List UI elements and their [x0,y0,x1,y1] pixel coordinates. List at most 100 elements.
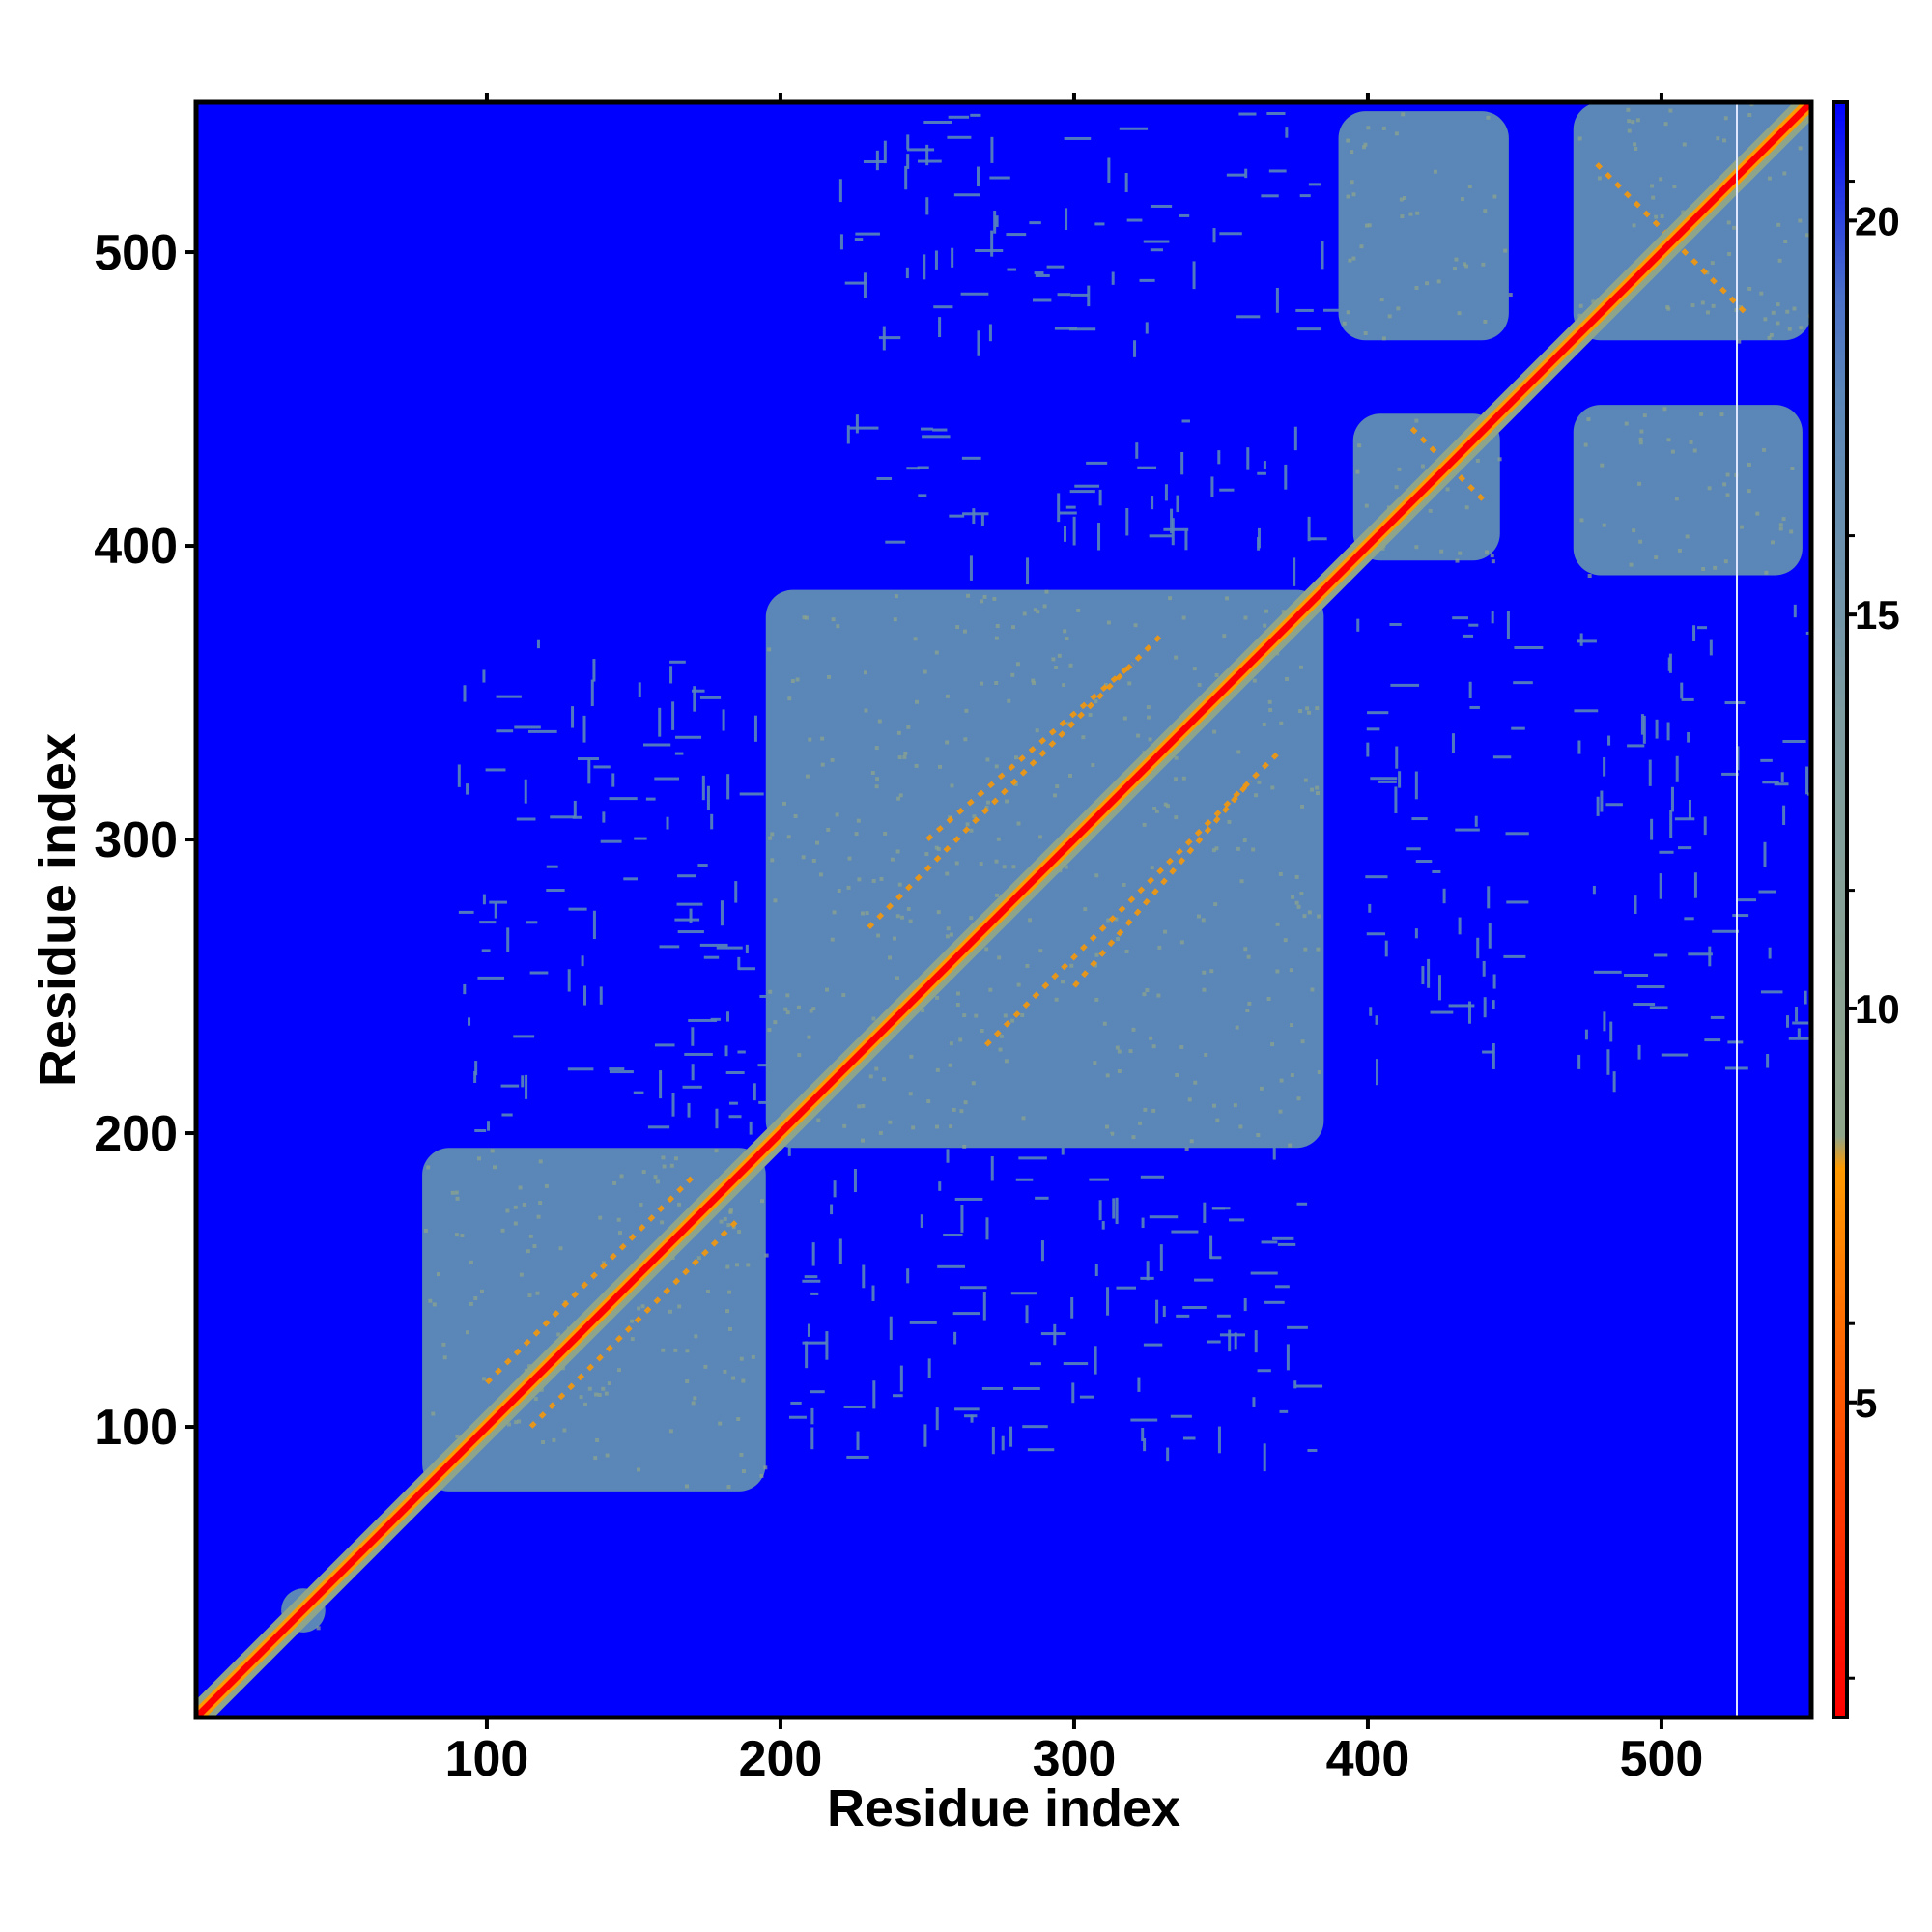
region-speckle [1771,310,1776,315]
region-speckle [1722,138,1727,143]
region-speckle [1755,511,1760,516]
region-speckle [1278,1109,1283,1114]
region-streak [1609,1021,1613,1042]
region-streak [1180,451,1184,475]
region-speckle [1364,503,1369,508]
region-speckle [1021,1116,1026,1121]
region-streak [693,686,696,712]
region-streak [1101,1221,1105,1230]
region-streak [1229,1218,1245,1222]
region-speckle [1627,119,1632,124]
region-speckle [830,757,835,762]
region-speckle [723,1369,727,1374]
region-speckle [316,1626,321,1631]
region-speckle [1716,136,1720,141]
region-streak [1788,1037,1811,1040]
region-streak [1670,786,1674,812]
region-streak [1149,534,1173,538]
region-speckle [1081,735,1086,740]
region-speckle [1579,518,1584,523]
region-speckle [1627,128,1632,133]
region-speckle [1674,497,1679,501]
region-speckle [1299,892,1304,896]
region-speckle [1094,952,1099,957]
region-streak [1762,781,1779,784]
region-speckle [793,813,798,818]
region-speckle [714,1149,719,1153]
region-speckle [1214,672,1219,677]
region-streak [1376,1059,1379,1086]
region-streak [590,679,594,707]
region-streak [1634,895,1637,915]
region-speckle [1350,150,1354,155]
region-speckle [737,1230,742,1235]
region-speckle [1028,918,1033,923]
region-speckle [988,987,993,992]
region-speckle [703,1364,708,1369]
region-streak [753,715,757,742]
region-streak [1296,1202,1308,1206]
region-streak [1106,1287,1110,1316]
region-streak [1365,875,1388,879]
region-speckle [955,991,960,996]
region-speckle [1294,874,1299,879]
region-speckle [962,629,967,634]
region-streak [1758,890,1776,894]
region-streak [726,774,730,800]
region-streak [1287,1325,1308,1329]
region-streak [710,813,714,830]
region-speckle [962,1013,967,1018]
region-streak [1584,1029,1588,1040]
region-speckle [864,670,868,675]
region-streak [643,743,671,747]
region-streak [972,508,976,525]
region-speckle [980,681,984,686]
region-speckle [1214,846,1219,851]
region-streak [1366,727,1380,731]
region-speckle [1015,662,1020,667]
region-speckle [1168,596,1173,601]
region-speckle [948,1063,952,1067]
region-speckle [423,1228,428,1233]
region-streak [536,639,540,649]
region-streak [1607,735,1611,746]
region-streak [933,305,953,309]
region-speckle [785,993,790,998]
region-streak [863,272,867,298]
region-speckle [1044,589,1049,594]
region-streak [468,1017,471,1026]
y-tick-label: 100 [94,1400,178,1456]
region-streak [489,900,507,904]
region-speckle [455,1196,460,1201]
region-streak [716,946,743,950]
region-speckle [770,832,775,837]
region-speckle [998,1047,1003,1052]
region-speckle [1193,1080,1198,1085]
region-speckle [1212,729,1217,734]
region-streak [1414,928,1418,939]
region-streak [1606,1049,1610,1075]
region-speckle [1142,992,1147,997]
region-speckle [640,1304,645,1309]
region-speckle [653,1175,658,1179]
region-streak [1207,1340,1221,1344]
region-streak [738,967,755,971]
region-speckle [1060,980,1065,984]
region-speckle [1104,1124,1109,1129]
region-streak [766,759,770,781]
region-speckle [936,910,941,915]
region-streak [953,1331,957,1345]
region-speckle [1032,681,1037,686]
region-speckle [896,796,901,801]
region-speckle [1275,969,1280,974]
region-speckle [1401,112,1406,117]
x-axis: 100 200 300 400 500 [445,93,1703,1787]
region-speckle [787,696,792,701]
region-speckle [773,898,778,903]
region-streak [1250,1271,1278,1275]
region-speckle [1115,1045,1120,1050]
region-speckle [994,636,999,640]
region-streak [1390,683,1420,687]
region-streak [1219,488,1235,492]
